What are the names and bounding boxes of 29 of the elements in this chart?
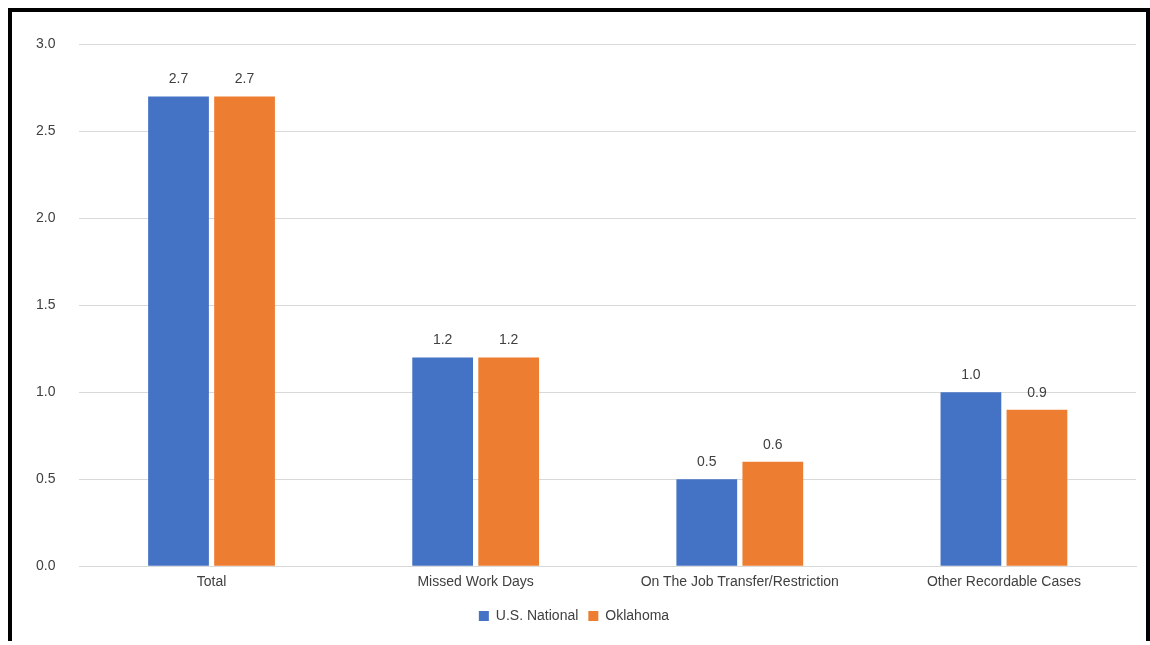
text: 2.7 bbox=[234, 70, 255, 87]
bar bbox=[742, 461, 804, 566]
text: 2.7 bbox=[168, 70, 189, 87]
y-tick-label: 1.0 bbox=[35, 383, 56, 400]
y-tick-label: 2.0 bbox=[35, 209, 56, 226]
text: 0.9 bbox=[1027, 383, 1047, 400]
bar bbox=[676, 479, 738, 566]
x-tick-label: Total bbox=[196, 573, 227, 590]
legend-label: U.S. National bbox=[495, 606, 579, 623]
x-tick-label: Missed Work Days bbox=[417, 573, 534, 590]
text: 1.0 bbox=[961, 366, 981, 383]
text: 0.5 bbox=[697, 453, 717, 470]
bar bbox=[412, 357, 474, 566]
bar bbox=[214, 96, 275, 566]
bar bbox=[478, 357, 540, 566]
y-tick-label: 0.0 bbox=[35, 557, 56, 574]
legend-label: Oklahoma bbox=[605, 606, 670, 623]
y-tick-label: 3.0 bbox=[35, 35, 56, 52]
y-tick-label: 2.5 bbox=[35, 122, 56, 139]
x-tick-label: On The Job Transfer/Restriction bbox=[640, 573, 839, 590]
bar bbox=[1006, 409, 1068, 566]
x-tick-label: Other Recordable Cases bbox=[926, 573, 1081, 590]
bar bbox=[148, 96, 209, 566]
bar bbox=[940, 392, 1002, 566]
y-tick-label: 0.5 bbox=[35, 470, 56, 487]
text: 0.6 bbox=[763, 435, 783, 452]
y-tick-label: 1.5 bbox=[35, 296, 56, 313]
text: 1.2 bbox=[498, 331, 519, 348]
text: 1.2 bbox=[432, 331, 453, 348]
